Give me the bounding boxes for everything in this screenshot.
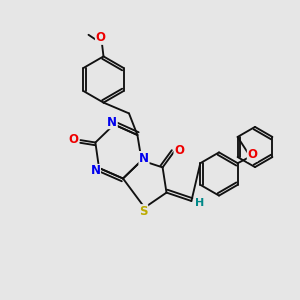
Text: N: N xyxy=(139,152,149,165)
Text: H: H xyxy=(195,198,204,208)
Text: O: O xyxy=(248,148,257,161)
Text: N: N xyxy=(107,116,117,129)
Text: O: O xyxy=(69,133,79,146)
Text: O: O xyxy=(95,31,106,44)
Text: S: S xyxy=(139,205,148,218)
Text: O: O xyxy=(174,144,184,157)
Text: N: N xyxy=(90,164,100,178)
